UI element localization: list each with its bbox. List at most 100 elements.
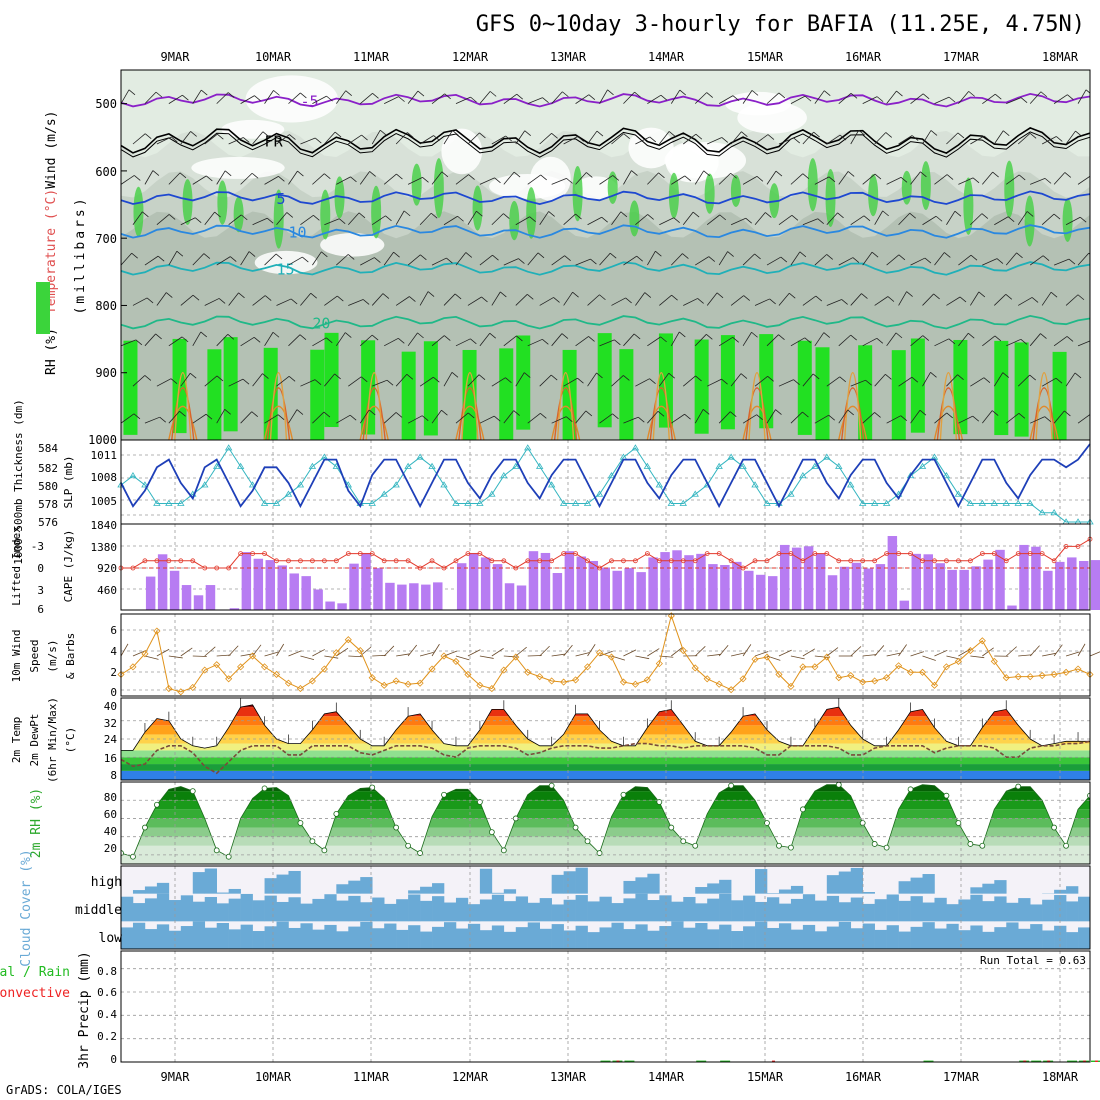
wind-barb [638, 416, 645, 423]
cape-bar [947, 569, 957, 610]
ytick-mb: 1000 [88, 433, 117, 447]
cloud-bar [121, 927, 134, 949]
cloud-label: Cloud Cover (%) [19, 849, 34, 966]
wind-barb [1065, 130, 1076, 145]
wind-barb [228, 214, 242, 226]
wind-barb [431, 410, 442, 424]
wind-barb [1066, 336, 1074, 342]
wind-barb [647, 251, 656, 266]
wind-barb-10m [599, 650, 613, 657]
cape-bar [600, 567, 610, 610]
wind-point [918, 668, 927, 676]
wind-barb [799, 251, 807, 258]
moist-column [1014, 342, 1029, 437]
svg-text:RH (%)Temperature (°C)Wind (m/: RH (%)Temperature (°C)Wind (m/s) [44, 111, 59, 375]
wind-barb [1068, 258, 1076, 265]
cloud-bar [503, 901, 517, 922]
wind-barb [718, 337, 733, 347]
moist-streak [1004, 160, 1015, 218]
wind-barb [379, 129, 387, 136]
li-point [1015, 551, 1021, 556]
wind-barb [383, 337, 399, 347]
cloud-bar [216, 922, 229, 949]
wind-barb [513, 410, 520, 416]
wind-barb [1053, 172, 1066, 185]
wind-barb [362, 299, 370, 305]
wind-barb [371, 215, 386, 226]
wind-barb [310, 292, 317, 299]
cloud-bar [156, 882, 170, 894]
cape-bar [301, 576, 311, 610]
precip-bar [1031, 1060, 1042, 1062]
wind-barb [455, 412, 469, 424]
surface-isotherm [646, 405, 676, 440]
wind-point [859, 678, 867, 686]
wind-barb [1065, 294, 1079, 306]
wind-barb-10m [312, 649, 325, 657]
rh-point [788, 844, 794, 851]
wind-barb [159, 416, 167, 423]
cloud-bar [659, 895, 672, 922]
wind-barb-10m [419, 651, 434, 657]
moist-column [462, 349, 477, 440]
slp-axis: 584 582 580 578 576 1011 1008 1005 [38, 442, 117, 529]
wind-barb-10m [168, 655, 183, 659]
wind-barb [620, 211, 628, 218]
wind-barb [886, 254, 900, 266]
wind-barb [297, 170, 304, 177]
li-point [680, 558, 686, 564]
wind-barb [216, 375, 224, 382]
wind-barb [898, 291, 907, 306]
dry-patch [320, 233, 385, 257]
wind-barb [216, 334, 229, 347]
thickness-point [141, 481, 149, 488]
wind-barb [993, 372, 1004, 387]
rh-point [728, 782, 735, 789]
cape-bar [851, 562, 862, 610]
wind-barb [898, 212, 910, 226]
wind-barb [719, 214, 727, 221]
cloud-bar [910, 877, 923, 894]
wind-barb [516, 335, 523, 342]
cloud-bar [970, 894, 983, 922]
wind-barb [769, 298, 776, 305]
cape-bar [839, 566, 850, 610]
thickness-point [308, 462, 317, 469]
wind-barb [790, 95, 806, 104]
moist-streak [1062, 198, 1073, 242]
precip-tick: 0.6 [97, 986, 117, 999]
thickness-point [679, 499, 687, 506]
thick-tick: 578 [38, 498, 58, 511]
cloud-bar [132, 922, 146, 949]
cloud-bar [527, 902, 541, 922]
cloud-bar [838, 871, 852, 894]
cape-bar [648, 557, 658, 610]
wind-barb [264, 253, 277, 266]
li-point [1027, 551, 1033, 556]
rh-point [799, 806, 806, 813]
thickness-point [643, 462, 652, 469]
cloud-bar [874, 899, 887, 922]
thickness-point [547, 481, 556, 488]
cloud-bar [1078, 896, 1091, 922]
cloud-bar [659, 926, 672, 949]
wind-barb [500, 291, 507, 298]
wind-barb [1029, 132, 1037, 139]
wind-barb [958, 332, 969, 347]
wind-barb [431, 93, 445, 104]
wind-point [368, 674, 376, 682]
wind-point [619, 678, 628, 686]
rh-point [189, 788, 196, 795]
wind-barb [1077, 175, 1090, 185]
cloud-bar [420, 886, 433, 894]
wind-barb [623, 375, 630, 381]
wind-barb [1085, 89, 1090, 94]
date-label-top: 10MAR [255, 50, 292, 64]
thickness-point [954, 490, 963, 497]
wind-barb [132, 297, 148, 306]
cloud-bar [384, 923, 397, 949]
wind-barb [754, 298, 770, 306]
wind-barb [170, 378, 178, 384]
wind-point [643, 676, 651, 684]
moist-column [401, 351, 416, 440]
